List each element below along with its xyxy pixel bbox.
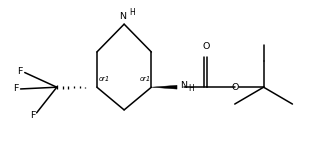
Polygon shape [151,85,177,89]
Text: F: F [13,85,19,93]
Text: N: N [180,81,187,90]
Text: O: O [231,83,238,92]
Text: N: N [119,12,126,21]
Text: or1: or1 [140,76,151,82]
Text: H: H [129,8,135,17]
Text: H: H [188,85,194,93]
Text: or1: or1 [99,76,110,82]
Text: F: F [17,67,23,76]
Text: O: O [202,42,210,51]
Text: F: F [30,111,35,120]
